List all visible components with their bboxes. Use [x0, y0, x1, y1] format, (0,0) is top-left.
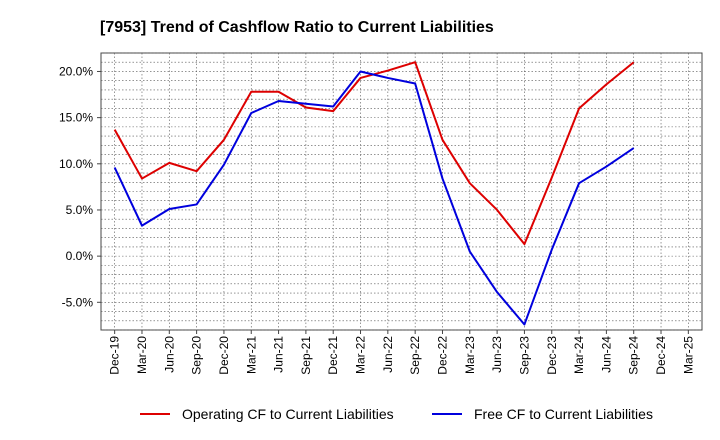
x-tick-label: Mar-23 — [463, 336, 477, 374]
grid-layer — [101, 52, 702, 331]
x-tick-label: Dec-21 — [326, 336, 340, 375]
legend: Operating CF to Current Liabilities Free … — [140, 406, 653, 422]
x-tick-label: Jun-20 — [162, 336, 176, 373]
y-axis: 20.0% 15.0% 10.0% 5.0% 0.0% -5.0% — [59, 64, 101, 309]
x-tick-label: Dec-20 — [217, 336, 231, 375]
legend-label: Operating CF to Current Liabilities — [182, 406, 394, 422]
y-tick-label: 10.0% — [59, 157, 93, 171]
x-tick-label: Jun-23 — [490, 336, 504, 373]
x-tick-label: Dec-24 — [654, 336, 668, 375]
x-tick-label: Jun-24 — [599, 336, 613, 373]
x-tick-label: Sep-21 — [299, 336, 313, 375]
x-tick-label: Jun-22 — [381, 336, 395, 373]
x-tick-label: Sep-20 — [190, 336, 204, 375]
free-cf-series-line — [113, 70, 635, 326]
y-tick-label: 15.0% — [59, 111, 93, 125]
y-tick-label: 20.0% — [59, 64, 93, 78]
x-tick-label: Dec-23 — [545, 336, 559, 375]
x-tick-label: Dec-22 — [435, 336, 449, 375]
y-tick-label: 0.0% — [66, 249, 94, 263]
x-tick-label: Sep-24 — [627, 336, 641, 375]
x-tick-label: Mar-25 — [681, 336, 695, 374]
x-axis: Dec-19 Mar-20 Jun-20 Sep-20 Dec-20 Mar-21 Jun-… — [108, 330, 695, 375]
y-tick-label: -5.0% — [62, 295, 94, 309]
x-tick-label: Mar-20 — [135, 336, 149, 374]
x-tick-label: Sep-22 — [408, 336, 422, 375]
series-layer — [113, 61, 635, 326]
chart-title: [7953] Trend of Cashflow Ratio to Curren… — [100, 19, 494, 36]
x-tick-label: Mar-22 — [354, 336, 368, 374]
x-tick-label: Jun-21 — [272, 336, 286, 373]
x-tick-label: Sep-23 — [517, 336, 531, 375]
x-tick-label: Mar-24 — [572, 336, 586, 374]
plot-area — [100, 52, 703, 331]
y-tick-label: 5.0% — [66, 203, 94, 217]
x-tick-label: Mar-21 — [244, 336, 258, 374]
legend-label: Free CF to Current Liabilities — [474, 406, 653, 422]
x-tick-label: Dec-19 — [108, 336, 122, 375]
